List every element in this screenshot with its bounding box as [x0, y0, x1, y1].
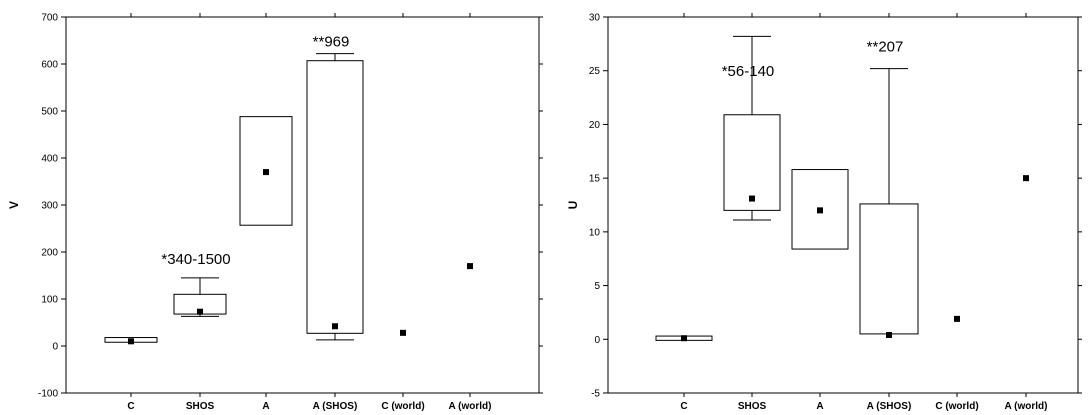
median-marker: [749, 195, 755, 202]
y-tick-label: -100: [38, 389, 58, 400]
y-tick-label: 700: [41, 13, 58, 24]
y-tick-label: 10: [589, 227, 601, 238]
median-marker: [128, 338, 134, 345]
right-box-plot-u: -5 0 5 10 15 20 25 30 U C SHOS A A (SHOS) C (world) A …: [566, 13, 1082, 412]
box-a: [791, 169, 849, 250]
x-category-label: C (world): [935, 401, 978, 412]
median-marker: [817, 207, 823, 214]
median-marker: [332, 323, 338, 330]
x-category-label: SHOS: [738, 401, 767, 412]
box-a: [239, 116, 293, 226]
annotation-label: *340-1500: [161, 251, 230, 268]
y-tick-label: 400: [41, 154, 58, 165]
box-c: [104, 337, 158, 345]
x-category-label: A (world): [449, 401, 492, 412]
x-category-label: SHOS: [186, 401, 215, 412]
annotation-label: **207: [867, 38, 904, 55]
x-category-label: A (world): [1005, 401, 1048, 412]
box-a-world: [1023, 175, 1029, 182]
box-a-world: [467, 263, 473, 270]
y-tick-label: 300: [41, 201, 58, 212]
x-category-label: C: [680, 401, 687, 412]
median-marker: [681, 335, 687, 342]
y-axis-label: U: [566, 201, 580, 210]
box-c-world: [400, 329, 406, 336]
x-category-label: C: [127, 401, 134, 412]
box-a-shos: [859, 68, 919, 338]
y-tick-label: 25: [589, 66, 601, 77]
median-marker: [197, 308, 203, 315]
left-box-plot-v: -100 0 100 200 300 400 500 600 700 V C SHOS A A (SHOS…: [7, 13, 543, 412]
y-tick-label: 0: [52, 342, 58, 353]
y-tick-label: 600: [41, 60, 58, 71]
box-iqr: [723, 114, 781, 211]
x-category-label: A (SHOS): [867, 401, 912, 412]
x-category-label: C (world): [381, 401, 424, 412]
box-iqr: [859, 203, 919, 335]
plot-frame: [607, 16, 1079, 394]
annotation-label: *56-140: [722, 63, 775, 80]
x-category-label: A (SHOS): [313, 401, 358, 412]
y-tick-label: 20: [589, 120, 601, 131]
annotation-label: **969: [313, 34, 350, 51]
box-c: [655, 335, 713, 342]
median-marker: [467, 263, 473, 270]
x-category-label: A: [816, 401, 823, 412]
box-a-shos: [306, 53, 364, 341]
x-category-label: A: [262, 401, 269, 412]
y-tick-label: 500: [41, 107, 58, 118]
y-tick-label: 100: [41, 295, 58, 306]
median-marker: [886, 331, 892, 338]
plot-frame: [65, 16, 540, 394]
median-marker: [263, 169, 269, 176]
y-tick-label: 200: [41, 248, 58, 259]
y-axis-label: V: [7, 201, 21, 209]
y-tick-label: 30: [589, 13, 601, 24]
y-tick-label: -5: [591, 389, 600, 400]
median-marker: [400, 329, 406, 336]
y-tick-label: 15: [589, 174, 601, 185]
box-shos: [723, 35, 781, 221]
median-marker: [1023, 175, 1029, 182]
box-c-world: [954, 315, 960, 322]
y-tick-label: 0: [594, 335, 600, 346]
median-marker: [954, 315, 960, 322]
box-iqr: [306, 60, 364, 334]
y-tick-label: 5: [594, 281, 600, 292]
box-shos: [173, 277, 227, 317]
